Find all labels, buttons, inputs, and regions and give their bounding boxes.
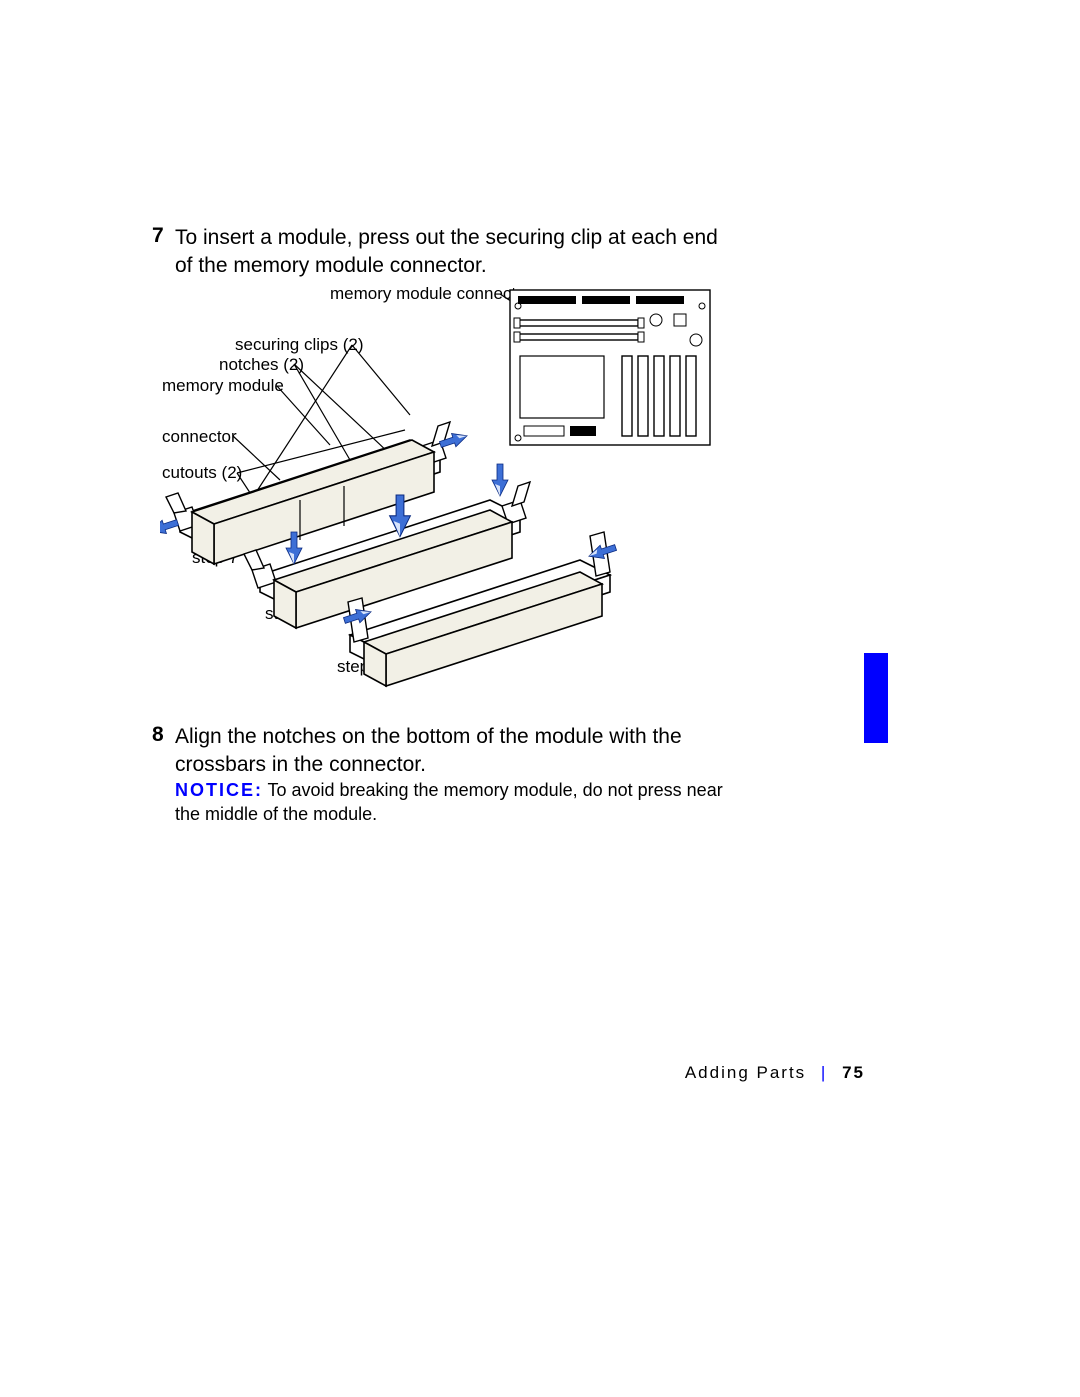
step-8-text: Align the notches on the bottom of the m… [175, 723, 735, 780]
footer-separator: | [821, 1063, 827, 1082]
notice-block: NOTICE: To avoid breaking the memory mod… [175, 778, 735, 827]
chapter-tab [864, 653, 888, 743]
motherboard-inset [510, 290, 710, 445]
step-8-number: 8 [152, 723, 164, 747]
page-root: 7 To insert a module, press out the secu… [0, 0, 1080, 1397]
footer-page-number: 75 [842, 1063, 865, 1082]
notice-label: NOTICE: [175, 780, 263, 800]
page-footer: Adding Parts | 75 [685, 1063, 865, 1083]
memory-module-diagram [160, 280, 720, 700]
footer-section: Adding Parts [685, 1063, 806, 1082]
